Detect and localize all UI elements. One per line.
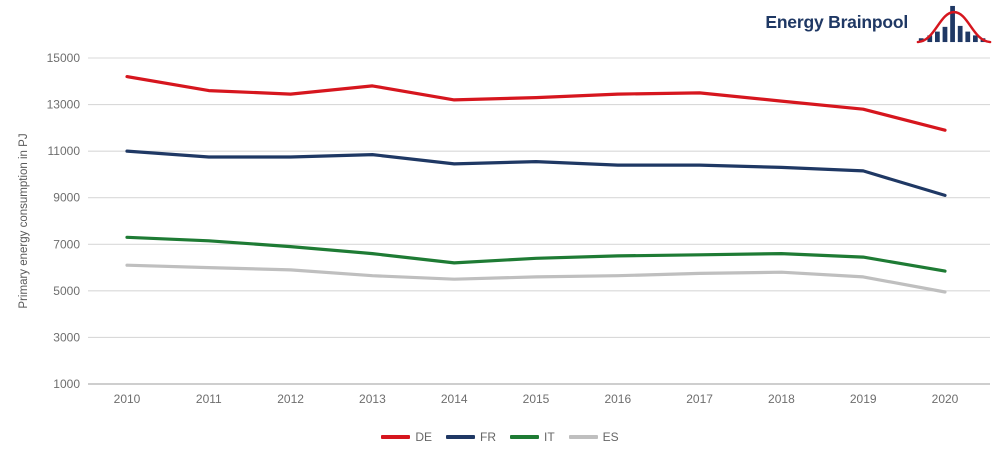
y-tick-label-15000: 15000: [47, 51, 81, 65]
legend-item-de: DE: [381, 430, 432, 444]
x-tick-label-2015: 2015: [523, 392, 550, 406]
x-tick-label-2019: 2019: [850, 392, 877, 406]
logo-bar-6: [957, 25, 963, 43]
y-tick-label-3000: 3000: [53, 330, 80, 344]
legend-swatch-fr: [445, 435, 475, 439]
logo-bar-3: [935, 31, 940, 43]
logo-bell-curve: [916, 10, 992, 44]
x-tick-label-2014: 2014: [441, 392, 468, 406]
x-tick-label-2017: 2017: [686, 392, 713, 406]
legend-label-fr: FR: [479, 430, 496, 444]
legend-item-it: IT: [509, 430, 555, 444]
legend-item-fr: FR: [445, 430, 496, 444]
x-tick-label-2011: 2011: [196, 392, 222, 406]
legend-item-es: ES: [568, 430, 619, 444]
gridlines: [88, 57, 990, 385]
legend-swatch-es: [568, 435, 598, 439]
x-tick-label-2016: 2016: [604, 392, 631, 406]
line-chart: 1000 3000 5000 7000 9000 11000 13000 15000 2010…: [18, 51, 990, 406]
logo-bar-5: [950, 5, 955, 43]
legend-swatch-it: [509, 435, 539, 439]
x-tick-label-2018: 2018: [768, 392, 795, 406]
series-lines: [125, 74, 947, 294]
legend-label-de: DE: [415, 430, 432, 444]
brand-logo: Energy Brainpool: [765, 4, 992, 44]
legend-swatch-de: [381, 435, 411, 439]
y-tick-label-11000: 11000: [48, 144, 81, 158]
logo-bar-2: [927, 35, 933, 43]
x-tick-label-2010: 2010: [114, 392, 141, 406]
y-axis-title: Primary energy consumption in PJ: [18, 133, 30, 308]
series-line-es: [125, 263, 947, 294]
histogram-bell-curve-icon: [916, 5, 992, 44]
y-tick-label-7000: 7000: [53, 237, 80, 251]
brand-name: Energy Brainpool: [765, 11, 908, 32]
x-tick-label-2020: 2020: [932, 392, 959, 406]
y-tick-labels: 1000 3000 5000 7000 9000 11000 13000 15000: [47, 51, 81, 391]
logo-bar-4: [942, 26, 948, 43]
logo-bar-1: [918, 38, 924, 43]
logo-bar-7: [965, 31, 971, 43]
legend-label-it: IT: [543, 430, 555, 444]
chart-legend: DE FR IT ES: [0, 430, 1000, 444]
series-line-fr: [125, 149, 947, 197]
y-tick-label-5000: 5000: [53, 284, 80, 298]
logo-bar-8: [973, 35, 978, 43]
x-tick-label-2012: 2012: [277, 392, 304, 406]
series-line-it: [125, 235, 947, 273]
y-tick-label-9000: 9000: [53, 191, 80, 205]
legend-label-es: ES: [602, 430, 619, 444]
series-line-de: [125, 74, 947, 132]
x-tick-labels: 2010 2011 2012 2013 2014 2015 2016 2017 2018 2019…: [114, 392, 959, 406]
x-tick-label-2013: 2013: [359, 392, 386, 406]
y-tick-label-1000: 1000: [53, 377, 80, 391]
y-tick-label-13000: 13000: [47, 98, 81, 112]
